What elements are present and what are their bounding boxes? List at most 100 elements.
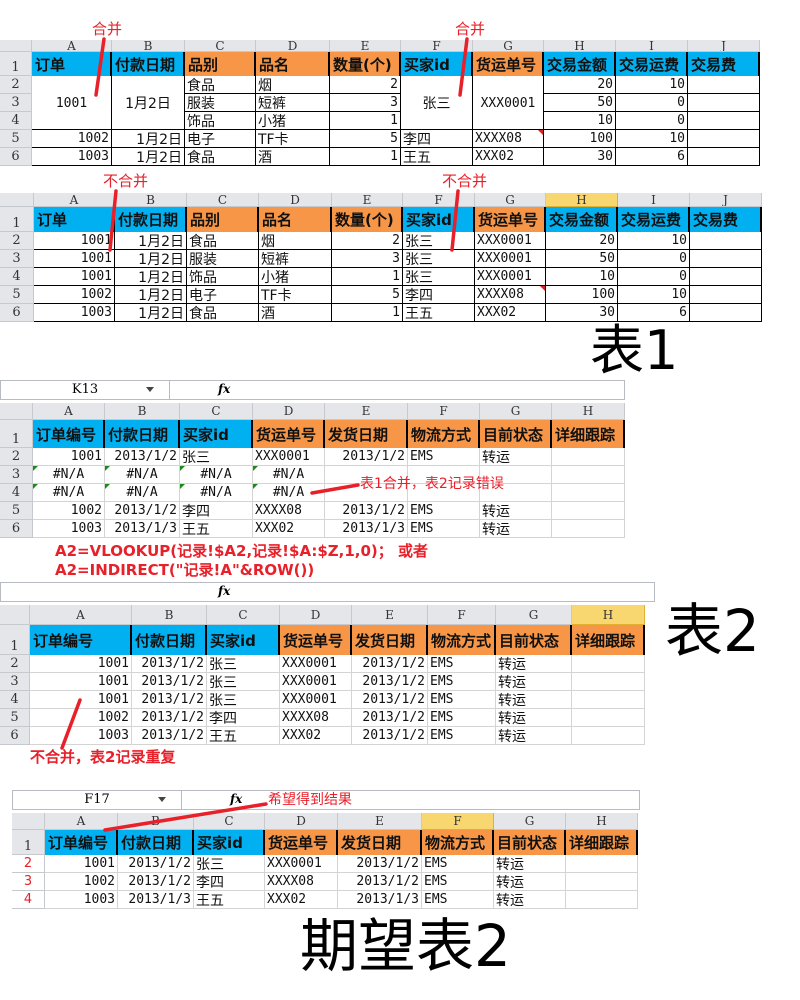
cell-e3[interactable]: 3 xyxy=(332,250,403,268)
cell-a6[interactable]: 1003 xyxy=(33,520,105,538)
cell-e2[interactable]: 2013/1/2 xyxy=(338,855,422,873)
fx-icon[interactable]: fx xyxy=(230,792,243,806)
cell-g6[interactable]: 转运 xyxy=(496,727,572,745)
cell-j5[interactable] xyxy=(688,130,760,148)
column-header-b[interactable]: B xyxy=(118,813,194,830)
column-header-g[interactable]: G xyxy=(475,193,546,207)
cell-j2[interactable] xyxy=(690,232,762,250)
column-header-f[interactable]: F xyxy=(428,605,496,625)
cell-b6[interactable]: 2013/1/2 xyxy=(132,727,207,745)
cell-g3[interactable]: 转运 xyxy=(494,873,566,891)
column-header-a[interactable]: A xyxy=(32,40,112,52)
header-cell-j[interactable]: 交易费 xyxy=(688,52,760,76)
cell-b2[interactable]: 2013/1/2 xyxy=(105,448,180,466)
select-all-corner[interactable] xyxy=(0,605,30,625)
cell-h5[interactable] xyxy=(552,502,625,520)
cell-c3[interactable]: 李四 xyxy=(194,873,265,891)
column-header-a[interactable]: A xyxy=(30,605,132,625)
header-cell-e[interactable]: 发货日期 xyxy=(325,420,408,448)
cell-g2[interactable]: XXX0001 xyxy=(475,232,546,250)
name-box-dropdown-icon[interactable] xyxy=(158,797,166,802)
row-header-1[interactable]: 1 xyxy=(0,207,34,232)
cell-h4[interactable] xyxy=(572,691,645,709)
cell-f3[interactable]: EMS xyxy=(422,873,494,891)
cell-a6[interactable]: 1003 xyxy=(32,148,112,166)
cell-d2[interactable]: XXX0001 xyxy=(253,448,325,466)
cell-h2[interactable]: 20 xyxy=(544,76,616,94)
column-header-c[interactable]: C xyxy=(180,403,253,420)
cell-i5[interactable]: 10 xyxy=(618,286,690,304)
cell-f4[interactable] xyxy=(401,112,473,130)
header-cell-b[interactable]: 付款日期 xyxy=(118,830,194,855)
cell-d2[interactable]: 烟 xyxy=(256,76,330,94)
header-cell-a[interactable]: 订单编号 xyxy=(45,830,118,855)
cell-f2[interactable]: EMS xyxy=(408,448,480,466)
cell-c6[interactable]: 食品 xyxy=(187,304,259,322)
select-all-corner[interactable] xyxy=(0,193,34,207)
cell-g3[interactable]: XXX0001 xyxy=(473,94,544,112)
cell-e4[interactable]: 1 xyxy=(332,268,403,286)
cell-j4[interactable] xyxy=(688,112,760,130)
cell-f5[interactable]: EMS xyxy=(428,709,496,727)
cell-g4[interactable] xyxy=(473,112,544,130)
cell-g5[interactable]: XXXX08 xyxy=(475,286,546,304)
column-header-h[interactable]: H xyxy=(566,813,638,830)
header-cell-e[interactable]: 数量(个) xyxy=(330,52,401,76)
cell-f3[interactable] xyxy=(408,466,480,484)
column-header-f[interactable]: F xyxy=(403,193,475,207)
cell-b6[interactable]: 1月2日 xyxy=(115,304,187,322)
cell-e4[interactable] xyxy=(325,484,408,502)
cell-f5[interactable]: 李四 xyxy=(401,130,473,148)
cell-c2[interactable]: 食品 xyxy=(187,232,259,250)
row-header-3[interactable]: 3 xyxy=(0,250,34,268)
row-header-4[interactable]: 4 xyxy=(0,691,30,709)
cell-c3[interactable]: 张三 xyxy=(207,673,280,691)
row-header-5[interactable]: 5 xyxy=(0,502,33,520)
cell-a2[interactable]: 1001 xyxy=(45,855,118,873)
column-header-e[interactable]: E xyxy=(332,193,403,207)
cell-g2[interactable] xyxy=(473,76,544,94)
column-header-e[interactable]: E xyxy=(352,605,428,625)
column-header-b[interactable]: B xyxy=(112,40,185,52)
cell-e5[interactable]: 5 xyxy=(332,286,403,304)
cell-e6[interactable]: 1 xyxy=(330,148,401,166)
column-header-i[interactable]: I xyxy=(618,193,690,207)
header-cell-f[interactable]: 买家id xyxy=(403,207,475,232)
header-cell-f[interactable]: 物流方式 xyxy=(422,830,494,855)
cell-a4[interactable]: 1001 xyxy=(34,268,115,286)
cell-f2[interactable]: EMS xyxy=(422,855,494,873)
cell-d2[interactable]: 烟 xyxy=(259,232,332,250)
cell-h2[interactable]: 20 xyxy=(546,232,618,250)
cell-f4[interactable]: EMS xyxy=(422,891,494,909)
cell-d6[interactable]: XXX02 xyxy=(280,727,352,745)
cell-i6[interactable]: 6 xyxy=(616,148,688,166)
cell-e5[interactable]: 5 xyxy=(330,130,401,148)
cell-c2[interactable]: 食品 xyxy=(185,76,256,94)
column-header-d[interactable]: D xyxy=(259,193,332,207)
row-header-3[interactable]: 3 xyxy=(0,466,33,484)
cell-b3[interactable]: 2013/1/2 xyxy=(132,673,207,691)
cell-b4[interactable]: 2013/1/2 xyxy=(132,691,207,709)
header-cell-h[interactable]: 交易金额 xyxy=(544,52,616,76)
cell-a3[interactable]: 1001 xyxy=(32,94,112,112)
header-cell-g[interactable]: 目前状态 xyxy=(494,830,566,855)
header-cell-i[interactable]: 交易运费 xyxy=(616,52,688,76)
cell-c2[interactable]: 张三 xyxy=(180,448,253,466)
row-header-2[interactable]: 2 xyxy=(12,855,45,873)
cell-g3[interactable] xyxy=(480,466,552,484)
cell-c3[interactable]: #N/A xyxy=(180,466,253,484)
cell-h6[interactable] xyxy=(552,520,625,538)
name-box[interactable]: F17 xyxy=(12,790,182,810)
cell-e4[interactable]: 2013/1/3 xyxy=(338,891,422,909)
cell-a4[interactable]: #N/A xyxy=(33,484,105,502)
cell-b4[interactable] xyxy=(112,112,185,130)
cell-g2[interactable]: 转运 xyxy=(496,655,572,673)
cell-c4[interactable]: #N/A xyxy=(180,484,253,502)
row-header-6[interactable]: 6 xyxy=(0,304,34,322)
column-header-f[interactable]: F xyxy=(408,403,480,420)
column-header-e[interactable]: E xyxy=(338,813,422,830)
cell-d3[interactable]: XXX0001 xyxy=(280,673,352,691)
header-cell-f[interactable]: 物流方式 xyxy=(428,625,496,655)
header-cell-g[interactable]: 目前状态 xyxy=(480,420,552,448)
header-cell-b[interactable]: 付款日期 xyxy=(105,420,180,448)
